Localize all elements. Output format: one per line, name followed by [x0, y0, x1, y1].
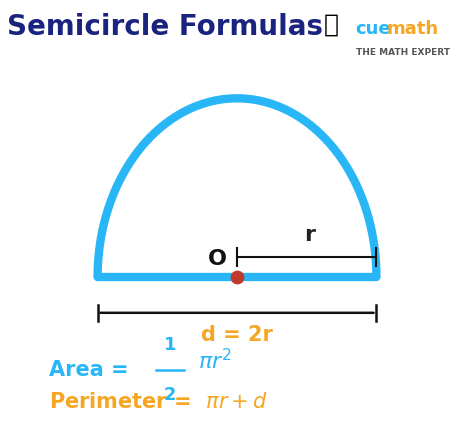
Text: Semicircle Formulas: Semicircle Formulas — [7, 12, 323, 40]
Text: 🚀: 🚀 — [323, 12, 338, 36]
Text: 2: 2 — [164, 386, 176, 404]
Text: $\pi r^2$: $\pi r^2$ — [198, 348, 232, 374]
Text: d = 2r: d = 2r — [201, 325, 273, 345]
Point — [233, 274, 241, 281]
Text: THE MATH EXPERT: THE MATH EXPERT — [356, 48, 449, 57]
Text: 1: 1 — [164, 336, 176, 354]
Text: Perimeter =  $\pi r + d$: Perimeter = $\pi r + d$ — [49, 392, 267, 412]
Text: O: O — [208, 249, 227, 269]
Text: cue: cue — [356, 20, 391, 38]
Text: Area =: Area = — [49, 360, 136, 380]
Text: r: r — [304, 225, 315, 245]
Text: math: math — [386, 20, 438, 38]
